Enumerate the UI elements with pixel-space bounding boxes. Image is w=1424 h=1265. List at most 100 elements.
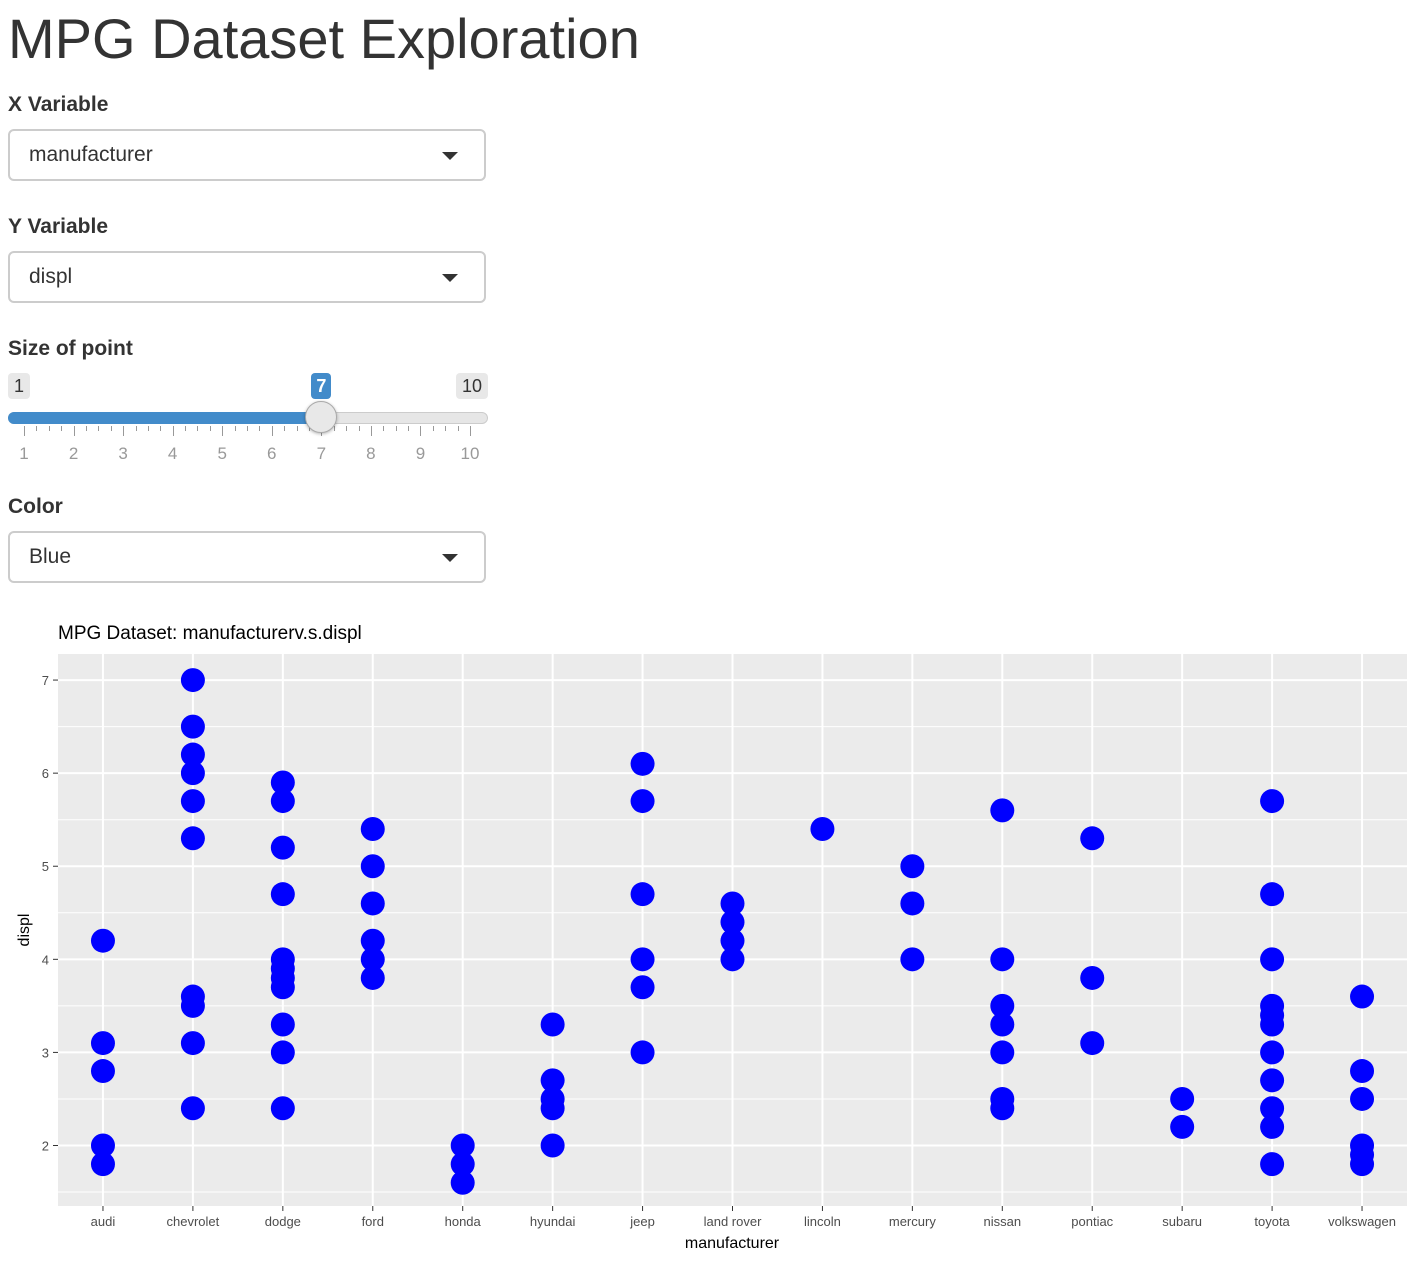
- slider-major-tick: [222, 426, 224, 436]
- scatter-plot-svg: MPG Dataset: manufacturerv.s.displ 2 3 4 5 6…: [16, 623, 1407, 1252]
- slider-minor-tick: [259, 426, 261, 431]
- data-point: [180, 1096, 205, 1121]
- x-tick-label: mercury: [889, 1214, 936, 1229]
- x-variable-select[interactable]: manufacturer: [8, 129, 486, 181]
- data-point: [1260, 1152, 1285, 1177]
- x-tick-label: pontiac: [1071, 1214, 1113, 1229]
- data-point: [90, 928, 115, 953]
- point-size-slider[interactable]: 1 10 7 1 2 3 4 5 6 7 8 9 10: [8, 370, 488, 470]
- data-point: [990, 798, 1015, 823]
- data-point: [540, 1012, 565, 1037]
- slider-minor-tick: [247, 426, 248, 431]
- data-point: [720, 947, 745, 972]
- data-point: [360, 947, 385, 972]
- x-tick-label: land rover: [704, 1214, 762, 1229]
- x-axis-label: manufacturer: [685, 1235, 780, 1252]
- data-point: [180, 984, 205, 1009]
- x-tick-label: honda: [445, 1214, 482, 1229]
- slider-minor-tick: [135, 426, 137, 431]
- data-point: [1260, 882, 1285, 907]
- data-point: [990, 993, 1015, 1018]
- x-tick-label: nissan: [984, 1214, 1022, 1229]
- data-point: [270, 770, 295, 795]
- data-point: [990, 947, 1015, 972]
- slider-minor-tick: [432, 426, 434, 431]
- x-tick-label: jeep: [629, 1214, 655, 1229]
- x-tick-label: chevrolet: [167, 1214, 220, 1229]
- slider-minor-tick: [185, 426, 187, 431]
- data-point: [990, 1040, 1015, 1065]
- y-tick-label: 3: [42, 1045, 49, 1060]
- data-point: [360, 891, 385, 916]
- data-point: [90, 1133, 115, 1158]
- data-point: [1080, 965, 1105, 990]
- slider-value-label: 7: [311, 373, 332, 399]
- slider-minor-tick: [358, 426, 360, 431]
- data-point: [270, 882, 295, 907]
- data-point: [270, 947, 295, 972]
- slider-max-label: 10: [455, 373, 488, 399]
- y-variable-label: Y Variable: [8, 215, 109, 238]
- y-tick-label: 7: [42, 673, 49, 688]
- data-point: [540, 1086, 565, 1111]
- x-variable-selected-value: manufacturer: [29, 143, 153, 166]
- slider-tick-label: 1: [19, 444, 29, 463]
- slider-tick-label: 8: [366, 444, 376, 463]
- slider-minor-tick: [110, 426, 112, 431]
- x-variable-label: X Variable: [8, 93, 109, 116]
- x-tick-label: volkswagen: [1328, 1214, 1396, 1229]
- slider-tick-label: 5: [217, 444, 227, 463]
- data-point: [1260, 1114, 1285, 1139]
- data-point: [720, 910, 745, 935]
- chevron-down-icon: [442, 274, 458, 282]
- slider-tick-label: 2: [68, 444, 79, 463]
- data-point: [900, 854, 925, 879]
- data-point: [180, 668, 205, 693]
- y-variable-selected-value: displ: [29, 265, 73, 288]
- x-tick-label: toyota: [1254, 1214, 1290, 1229]
- page-title: MPG Dataset Exploration: [8, 7, 640, 70]
- slider-major-tick: [172, 426, 174, 436]
- slider-minor-tick: [457, 426, 459, 431]
- data-point: [360, 817, 385, 842]
- slider-handle[interactable]: [305, 401, 338, 433]
- color-select[interactable]: Blue: [8, 531, 486, 583]
- data-point: [270, 789, 295, 814]
- y-tick-label: 2: [42, 1138, 49, 1153]
- data-point: [1080, 826, 1105, 851]
- data-point: [1260, 1096, 1285, 1121]
- slider-minor-tick: [383, 426, 385, 431]
- data-point: [1080, 1031, 1105, 1056]
- slider-minor-tick: [408, 426, 410, 431]
- data-point: [180, 1031, 205, 1056]
- y-variable-select[interactable]: displ: [8, 251, 486, 303]
- slider-major-tick: [24, 426, 25, 436]
- chevron-down-icon: [442, 554, 458, 562]
- data-point: [1350, 1133, 1375, 1158]
- data-point: [630, 789, 655, 814]
- data-point: [630, 1040, 655, 1065]
- slider-tick-label: 4: [167, 444, 178, 463]
- slider-major-tick: [370, 426, 372, 436]
- slider-fill: [8, 412, 322, 424]
- slider-tick-label: 7: [316, 444, 327, 463]
- x-tick-label: dodge: [265, 1214, 301, 1229]
- data-point: [810, 817, 835, 842]
- slider-minor-tick: [85, 426, 87, 431]
- slider-minor-tick: [209, 426, 211, 431]
- slider-minor-tick: [445, 426, 447, 431]
- data-point: [1260, 947, 1285, 972]
- data-points: [90, 668, 1375, 1195]
- slider-major-tick: [420, 426, 422, 436]
- data-point: [180, 789, 205, 814]
- slider-minor-tick: [197, 426, 199, 431]
- data-point: [1170, 1086, 1195, 1111]
- color-selected-value: Blue: [29, 545, 72, 568]
- x-tick-label: lincoln: [804, 1214, 841, 1229]
- data-point: [450, 1152, 475, 1177]
- slider-minor-tick: [296, 426, 298, 431]
- data-point: [630, 975, 655, 1000]
- data-point: [360, 928, 385, 953]
- data-point: [1260, 1040, 1285, 1065]
- data-point: [180, 761, 205, 786]
